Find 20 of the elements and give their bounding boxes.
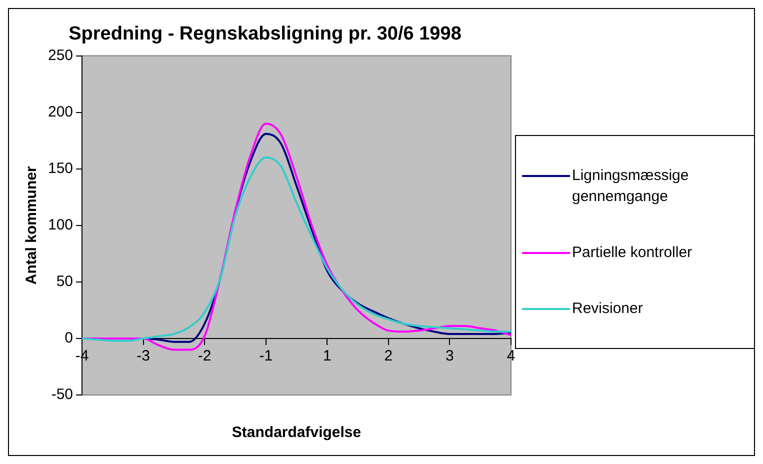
x-tick-label: 3 [446,348,454,365]
legend-label: Revisioner [572,298,643,319]
y-tick-label: 250 [48,46,74,64]
x-tick-label: 2 [384,348,393,365]
y-tick-label: 200 [48,103,74,120]
x-tick-label: -2 [198,348,212,365]
x-axis-title: Standardafvigelse [232,424,362,442]
x-tick-label: 4 [506,348,516,365]
y-tick-label: -50 [51,386,74,404]
x-tick-label: 1 [322,348,332,365]
legend-label: Partielle kontroller [572,242,692,263]
y-tick-label: 150 [48,160,74,178]
x-tick-label: -3 [136,348,150,365]
chart-title: Spredning - Regnskabsligning pr. 30/6 1998 [68,24,462,45]
y-axis-title: Antal kommuner [23,166,40,285]
x-tick-label: -1 [259,348,273,365]
y-tick-label: 50 [56,273,74,290]
y-tick-label: 100 [48,216,74,234]
legend-label: Ligningsmæssige gennemgange [572,166,690,208]
y-tick-label: 0 [64,330,74,347]
